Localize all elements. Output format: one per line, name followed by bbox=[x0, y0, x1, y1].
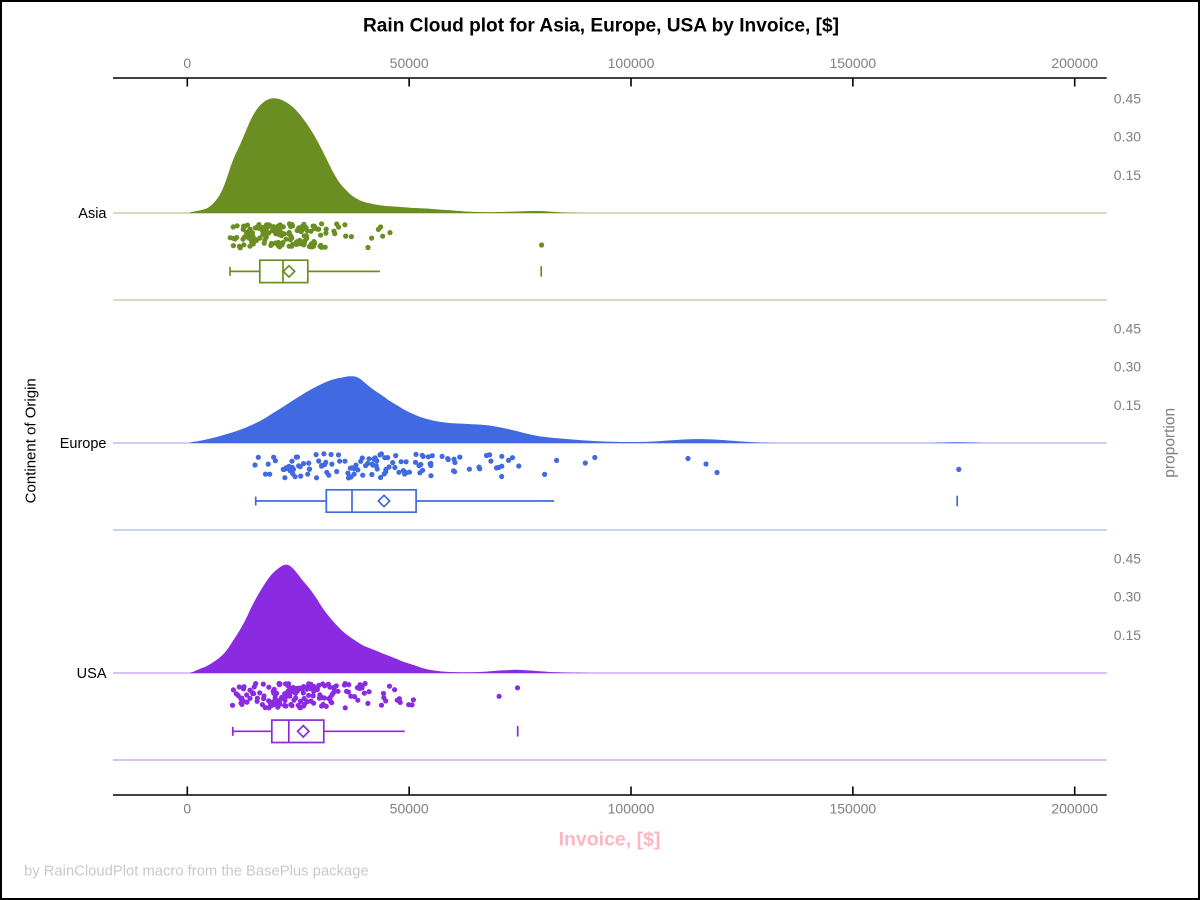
svg-text:Continent of Origin: Continent of Origin bbox=[22, 378, 39, 503]
svg-text:0.15: 0.15 bbox=[1114, 627, 1141, 643]
svg-text:50000: 50000 bbox=[390, 801, 429, 817]
svg-text:200000: 200000 bbox=[1051, 55, 1098, 71]
svg-text:0.15: 0.15 bbox=[1114, 397, 1141, 413]
svg-text:0.45: 0.45 bbox=[1114, 550, 1141, 566]
svg-text:by RainCloudPlot macro from th: by RainCloudPlot macro from the BasePlus… bbox=[24, 864, 369, 880]
svg-text:proportion: proportion bbox=[1162, 408, 1179, 478]
svg-text:Rain Cloud plot for Asia, Euro: Rain Cloud plot for Asia, Europe, USA by… bbox=[363, 15, 839, 36]
svg-text:50000: 50000 bbox=[390, 55, 429, 71]
svg-text:0: 0 bbox=[183, 55, 191, 71]
svg-text:Europe: Europe bbox=[60, 436, 107, 452]
svg-text:150000: 150000 bbox=[829, 801, 876, 817]
svg-text:200000: 200000 bbox=[1051, 801, 1098, 817]
svg-text:0.15: 0.15 bbox=[1114, 167, 1141, 183]
svg-text:150000: 150000 bbox=[829, 55, 876, 71]
svg-text:0.30: 0.30 bbox=[1114, 359, 1141, 375]
svg-text:100000: 100000 bbox=[608, 55, 655, 71]
svg-text:USA: USA bbox=[77, 666, 107, 682]
svg-text:Asia: Asia bbox=[78, 206, 107, 222]
svg-text:0.45: 0.45 bbox=[1114, 90, 1141, 106]
svg-text:0.30: 0.30 bbox=[1114, 589, 1141, 605]
svg-text:100000: 100000 bbox=[608, 801, 655, 817]
svg-text:0.30: 0.30 bbox=[1114, 129, 1141, 145]
svg-text:0: 0 bbox=[183, 801, 191, 817]
svg-text:Invoice, [$]: Invoice, [$] bbox=[559, 829, 661, 851]
svg-text:0.45: 0.45 bbox=[1114, 320, 1141, 336]
